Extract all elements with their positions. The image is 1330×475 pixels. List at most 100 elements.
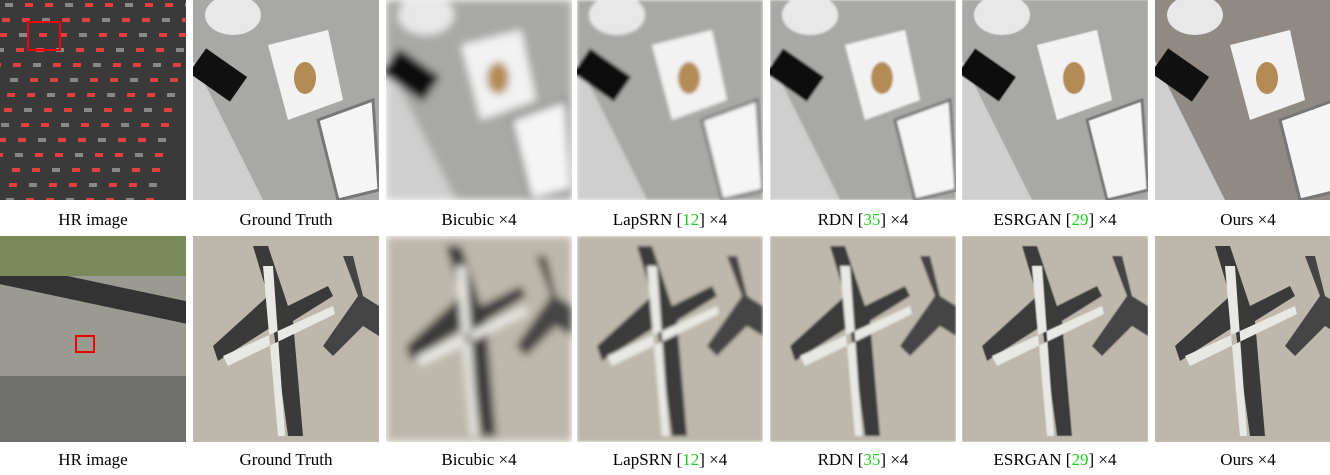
tile (106, 198, 114, 200)
tile (104, 108, 112, 112)
image-content (386, 0, 572, 200)
citation: 12 (682, 450, 699, 469)
caption: ESRGAN [29] ×4 (960, 210, 1150, 230)
tile (122, 18, 130, 22)
image-panel (1155, 0, 1330, 200)
tile (125, 3, 133, 7)
tile (50, 78, 58, 82)
tile (92, 168, 100, 172)
caption-text: LapSRN [ (613, 210, 682, 229)
tile (99, 33, 107, 37)
image-panel (770, 236, 956, 442)
caption-text: Ground Truth (239, 450, 332, 469)
tile (39, 33, 47, 37)
tile (84, 108, 92, 112)
tile (52, 168, 60, 172)
tile (155, 153, 163, 157)
image-content (577, 0, 763, 200)
caption: Ground Truth (191, 450, 381, 470)
tile (101, 123, 109, 127)
tile (116, 48, 124, 52)
screw (678, 62, 700, 94)
caption-text: LapSRN [ (613, 450, 682, 469)
tile (98, 138, 106, 142)
tile (118, 138, 126, 142)
tile (176, 48, 184, 52)
tile (64, 108, 72, 112)
image-content (770, 0, 956, 200)
tile (109, 183, 117, 187)
caption-text: Ground Truth (239, 210, 332, 229)
image-content (0, 236, 186, 442)
tile (182, 18, 186, 22)
tile (150, 78, 158, 82)
tile (19, 33, 27, 37)
tile (105, 3, 113, 7)
tile (41, 123, 49, 127)
caption-text: ] ×4 (699, 450, 727, 469)
image-panel (193, 236, 379, 442)
tile (29, 183, 37, 187)
tile (138, 138, 146, 142)
tile (82, 18, 90, 22)
figure: HR imageGround TruthBicubic ×4LapSRN [12… (0, 0, 1330, 475)
tile (161, 123, 169, 127)
tile (159, 33, 167, 37)
tile (47, 93, 55, 97)
tile (149, 183, 157, 187)
tile (152, 168, 160, 172)
tile (21, 123, 29, 127)
image-panel (577, 0, 763, 200)
tile (89, 183, 97, 187)
image-panel (1155, 236, 1330, 442)
tile (87, 93, 95, 97)
tile (26, 198, 34, 200)
tile (133, 63, 141, 67)
image-content (1155, 0, 1330, 200)
caption: Ground Truth (191, 210, 381, 230)
tile (53, 63, 61, 67)
tile (73, 63, 81, 67)
citation: 12 (682, 210, 699, 229)
caption: LapSRN [12] ×4 (575, 210, 765, 230)
tile (32, 168, 40, 172)
tile (102, 18, 110, 22)
caption-text: ] ×4 (880, 450, 908, 469)
tile (46, 198, 54, 200)
tile (173, 63, 181, 67)
caption-text: Bicubic ×4 (441, 450, 516, 469)
screw (487, 62, 509, 94)
tile (121, 123, 129, 127)
tile (69, 183, 77, 187)
caption-text: Ours ×4 (1220, 450, 1275, 469)
caption-text: RDN [ (818, 210, 864, 229)
tile (7, 93, 15, 97)
caption-text: ESRGAN [ (994, 210, 1072, 229)
image-content (193, 236, 379, 442)
caption: ESRGAN [29] ×4 (960, 450, 1150, 470)
tile (55, 153, 63, 157)
tile (158, 138, 166, 142)
tile (179, 33, 186, 37)
image-panel (770, 0, 956, 200)
tile (156, 48, 164, 52)
screw (294, 62, 316, 94)
tile (141, 123, 149, 127)
tile (24, 108, 32, 112)
image-panel (386, 236, 572, 442)
tile (119, 33, 127, 37)
tile (165, 3, 173, 7)
tile (130, 78, 138, 82)
caption: Ours ×4 (1153, 450, 1330, 470)
caption-text: RDN [ (818, 450, 864, 469)
tile (6, 198, 14, 200)
tile (0, 48, 4, 52)
tile (25, 3, 33, 7)
tile (95, 153, 103, 157)
image-content (962, 0, 1148, 200)
image-content (386, 236, 572, 442)
tile (45, 3, 53, 7)
terminal (0, 376, 186, 442)
tile (124, 108, 132, 112)
image-content (1155, 236, 1330, 442)
